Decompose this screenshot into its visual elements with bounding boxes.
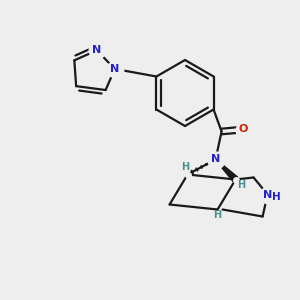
Text: O: O <box>239 124 248 134</box>
Text: H: H <box>272 191 281 202</box>
Polygon shape <box>215 159 238 182</box>
Text: N: N <box>92 45 101 55</box>
Text: N: N <box>211 154 220 164</box>
Text: N: N <box>263 190 272 200</box>
Text: H: H <box>182 161 190 172</box>
Text: N: N <box>110 64 119 74</box>
Text: H: H <box>238 181 246 190</box>
Text: H: H <box>214 209 222 220</box>
